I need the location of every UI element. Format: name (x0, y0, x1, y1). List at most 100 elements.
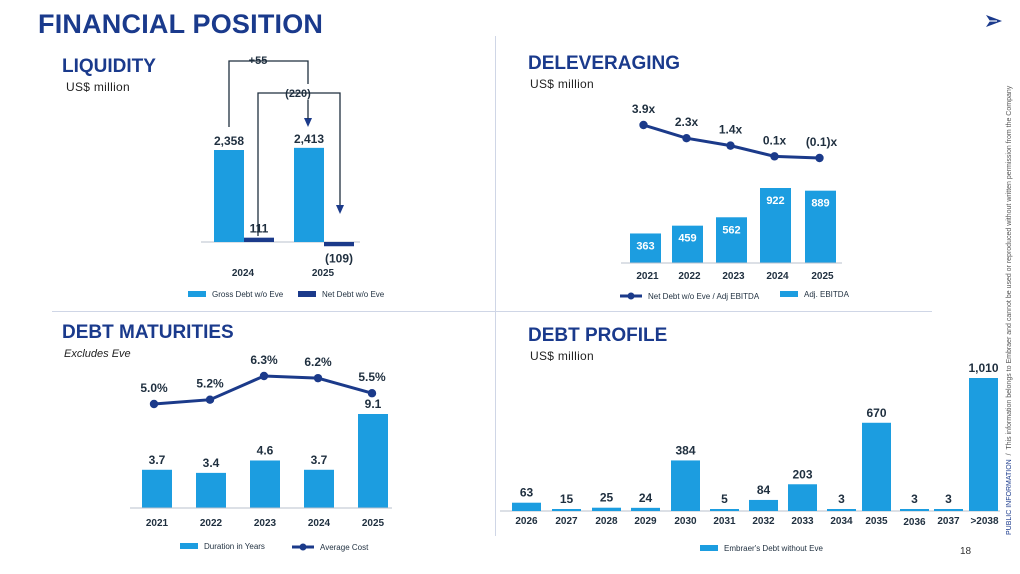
deleveraging-legend-ebitda-label: Adj. EBITDA (804, 290, 850, 299)
maturities-duration-label: 3.7 (311, 453, 328, 467)
maturities-subtitle: Excludes Eve (64, 348, 131, 360)
embraer-logo-icon (986, 15, 1002, 27)
profile-debt-label: 24 (639, 491, 653, 505)
profile-category-label: 2037 (937, 516, 960, 527)
profile-category-label: 2026 (515, 516, 538, 527)
profile-debt-bar (788, 484, 817, 511)
profile-subtitle: US$ million (530, 349, 594, 363)
deleveraging-leverage-label: 3.9x (632, 102, 656, 116)
deleveraging-leverage-point (639, 120, 648, 130)
side-disclaimer: PUBLIC INFORMATION / This information be… (1006, 85, 1013, 535)
maturities-duration-label: 3.4 (203, 456, 220, 470)
maturities-legend-duration-label: Duration in Years (204, 542, 265, 551)
profile-debt-label: 5 (721, 492, 728, 506)
maturities-legend-duration-swatch (180, 543, 198, 549)
deleveraging-leverage-label: 2.3x (675, 115, 699, 129)
liquidity-gross-bar (214, 150, 244, 242)
liquidity-gross-change-label: +55 (249, 55, 268, 67)
liquidity-net-arrow (336, 205, 344, 214)
profile-category-label: 2036 (903, 517, 926, 528)
deleveraging-leverage-point (815, 153, 824, 163)
profile-debt-label: 3 (911, 492, 918, 506)
profile-debt-label: 384 (675, 443, 695, 457)
deleveraging-category-label: 2021 (636, 271, 659, 282)
liquidity-gross-change-connector (228, 60, 309, 127)
deleveraging-ebitda-label: 363 (636, 240, 654, 252)
maturities-duration-bar (358, 414, 388, 508)
profile-category-label: 2034 (830, 516, 853, 527)
maturities-category-label: 2024 (308, 518, 331, 529)
liquidity-title: LIQUIDITY (62, 56, 156, 77)
profile-category-label: 2033 (791, 516, 814, 527)
liquidity-subtitle: US$ million (66, 80, 130, 94)
maturities-cost-point (259, 371, 269, 381)
disclaimer-text: This information belongs to Embraer and … (1006, 85, 1013, 450)
profile-category-label: 2035 (865, 516, 888, 527)
page-number: 18 (960, 546, 972, 557)
maturities-duration-label: 4.6 (257, 443, 274, 457)
deleveraging-ebitda-bar (716, 217, 747, 263)
liquidity-category-label: 2024 (232, 268, 255, 279)
maturities-cost-label: 5.0% (140, 381, 168, 395)
maturities-duration-bar (196, 472, 226, 508)
deleveraging-ebitda-bar (760, 188, 791, 263)
liquidity-net-bar (324, 242, 354, 247)
deleveraging-title: DELEVERAGING (528, 53, 681, 74)
profile-debt-bar (512, 502, 541, 511)
profile-category-label: 2027 (555, 516, 578, 527)
deleveraging-leverage-point (726, 141, 735, 150)
profile-debt-bar (671, 460, 700, 511)
profile-debt-bar (592, 507, 621, 511)
profile-debt-bar (969, 378, 998, 511)
deleveraging-ebitda-label: 922 (766, 195, 784, 207)
profile-debt-label: 3 (838, 492, 845, 506)
deleveraging-category-label: 2022 (678, 271, 701, 282)
maturities-cost-point (367, 389, 377, 398)
liquidity-legend-gross-label: Gross Debt w/o Eve (212, 290, 284, 299)
deleveraging-leverage-label: (0.1)x (806, 135, 838, 149)
deleveraging-ebitda-label: 459 (678, 233, 696, 245)
profile-debt-label: 84 (757, 483, 771, 497)
liquidity-net-label: (109) (325, 251, 353, 265)
liquidity-gross-arrow (304, 118, 312, 127)
maturities-cost-label: 6.2% (304, 355, 332, 369)
maturities-cost-label: 5.2% (196, 377, 224, 391)
profile-category-label: 2029 (634, 516, 657, 527)
liquidity-net-change-connector (257, 92, 341, 236)
liquidity-gross-label: 2,358 (214, 134, 244, 148)
profile-debt-bar (862, 422, 891, 511)
liquidity-net-change-label: (220) (285, 88, 311, 100)
maturities-duration-bar (250, 460, 280, 508)
profile-legend-debt-swatch (700, 545, 718, 551)
profile-category-label: >2038 (970, 516, 999, 527)
deleveraging-legend-ebitda-swatch (780, 291, 798, 297)
deleveraging-leverage-label: 1.4x (719, 123, 743, 137)
liquidity-gross-label: 2,413 (294, 132, 324, 146)
profile-category-label: 2032 (752, 516, 775, 527)
deleveraging-leverage-point (770, 152, 779, 161)
page-title: FINANCIAL POSITION (38, 9, 324, 39)
deleveraging-category-label: 2024 (766, 271, 789, 282)
liquidity-legend-gross-swatch (188, 291, 206, 297)
liquidity-legend-net-swatch (298, 291, 316, 297)
profile-category-label: 2031 (713, 516, 736, 527)
maturities-legend-cost-swatch-dot (299, 543, 307, 551)
classification-label: PUBLIC INFORMATION (1006, 459, 1013, 535)
maturities-cost-label: 5.5% (358, 370, 386, 384)
maturities-category-label: 2021 (146, 518, 169, 529)
profile-debt-bar (749, 499, 778, 511)
profile-debt-label: 670 (866, 406, 886, 420)
profile-debt-label: 63 (520, 486, 534, 500)
profile-debt-label: 15 (560, 492, 574, 506)
liquidity-net-bar (244, 237, 274, 242)
deleveraging-subtitle: US$ million (530, 77, 594, 91)
maturities-category-label: 2025 (362, 518, 385, 529)
maturities-title: DEBT MATURITIES (62, 322, 234, 343)
maturities-category-label: 2022 (200, 518, 223, 529)
deleveraging-leverage-label: 0.1x (763, 133, 787, 147)
maturities-duration-bar (142, 469, 172, 508)
profile-debt-bar (552, 509, 581, 511)
vertical-divider (495, 36, 496, 536)
